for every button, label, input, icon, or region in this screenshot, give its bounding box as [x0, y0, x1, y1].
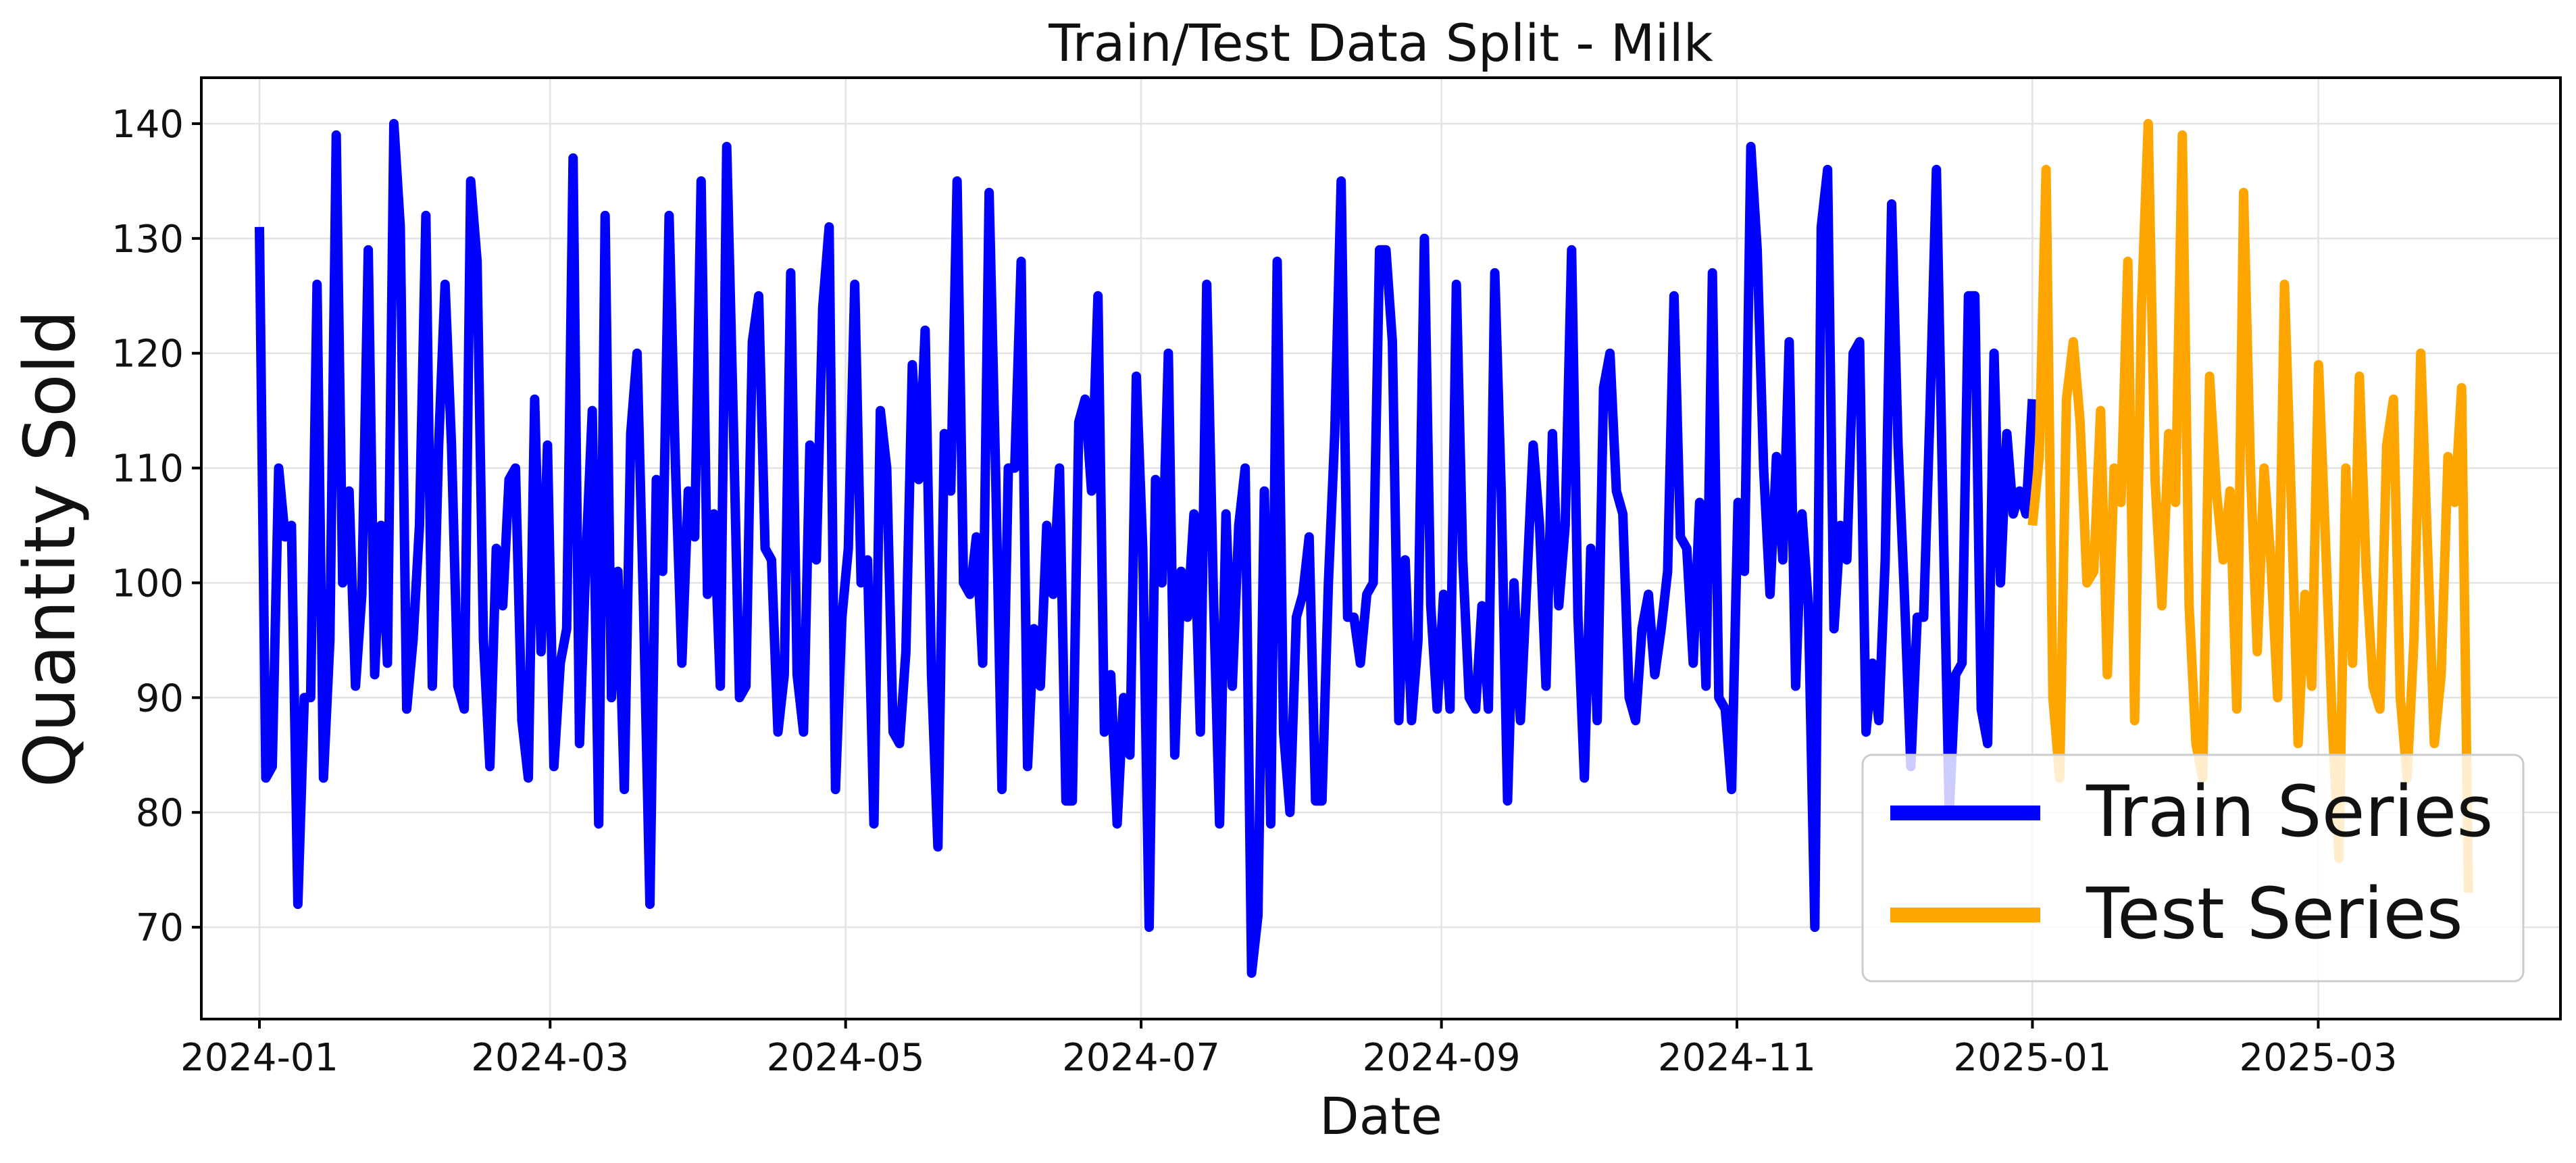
- y-tick-label: 90: [136, 676, 184, 720]
- legend: Train Series Test Series: [1861, 753, 2525, 983]
- y-axis-label: Quantity Sold: [9, 310, 91, 787]
- series-layer: [255, 119, 2473, 978]
- chart-title: Train/Test Data Split - Milk: [1048, 13, 1713, 73]
- train-series-line: [255, 119, 2038, 978]
- x-tick-label: 2024-03: [471, 1036, 629, 1080]
- y-tick-label: 80: [136, 791, 184, 835]
- x-tick-label: 2025-01: [1953, 1036, 2111, 1080]
- legend-label-test: Test Series: [2086, 872, 2463, 955]
- x-axis-label: Date: [1319, 1086, 1442, 1146]
- y-tick-label: 110: [111, 447, 184, 491]
- y-tick-label: 100: [111, 562, 184, 605]
- legend-label-train: Train Series: [2086, 770, 2493, 853]
- y-tick-label: 140: [111, 103, 184, 147]
- test-series-line: [2027, 119, 2473, 893]
- x-tick-label: 2024-09: [1363, 1036, 1521, 1080]
- y-tick-label: 70: [136, 906, 184, 950]
- x-tick-label: 2024-11: [1658, 1036, 1816, 1080]
- x-tick-label: 2025-03: [2239, 1036, 2397, 1080]
- x-tick-label: 2024-05: [767, 1036, 925, 1080]
- plot-frame: [200, 76, 2562, 1020]
- y-tick-label: 130: [111, 218, 184, 262]
- x-tick-label: 2024-01: [180, 1036, 338, 1080]
- x-tick-label: 2024-07: [1062, 1036, 1220, 1080]
- y-tick-label: 120: [111, 332, 184, 376]
- axis-layer: 70 80 90 100 110 120 130 140 2024-01 2024-03 2024-…: [111, 103, 2397, 1080]
